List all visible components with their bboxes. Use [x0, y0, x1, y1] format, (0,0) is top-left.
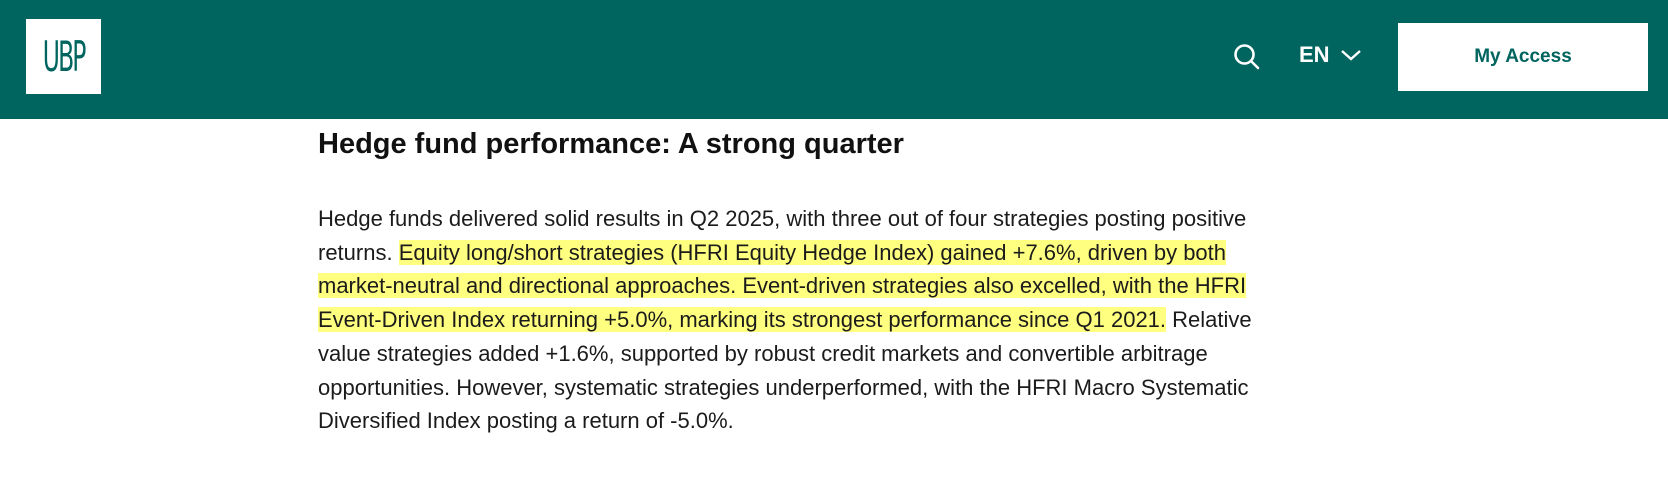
- text: Hedge funds delivered solid results in Q…: [318, 206, 1247, 265]
- search-icon[interactable]: [1233, 43, 1261, 71]
- chevron: [1340, 50, 1361, 61]
- language: EN: [1299, 42, 1330, 67]
- my-access-button[interactable]: My Access: [1398, 23, 1648, 91]
- text: Relative value strategies added +1.6%, s…: [318, 307, 1252, 434]
- article-paragraph: Hedge funds delivered solid results in Q…: [318, 202, 1253, 438]
- header: UBP EN My Access: [0, 0, 1668, 119]
- logo[interactable]: UBP: [26, 19, 101, 94]
- article-title: Hedge fund performance: A strong quarter: [318, 128, 904, 160]
- highlight: Equity long/short strategies (HFRI Equit…: [318, 239, 1247, 333]
- logo-text: UBP: [42, 32, 87, 81]
- language-selector[interactable]: EN: [1299, 42, 1362, 68]
